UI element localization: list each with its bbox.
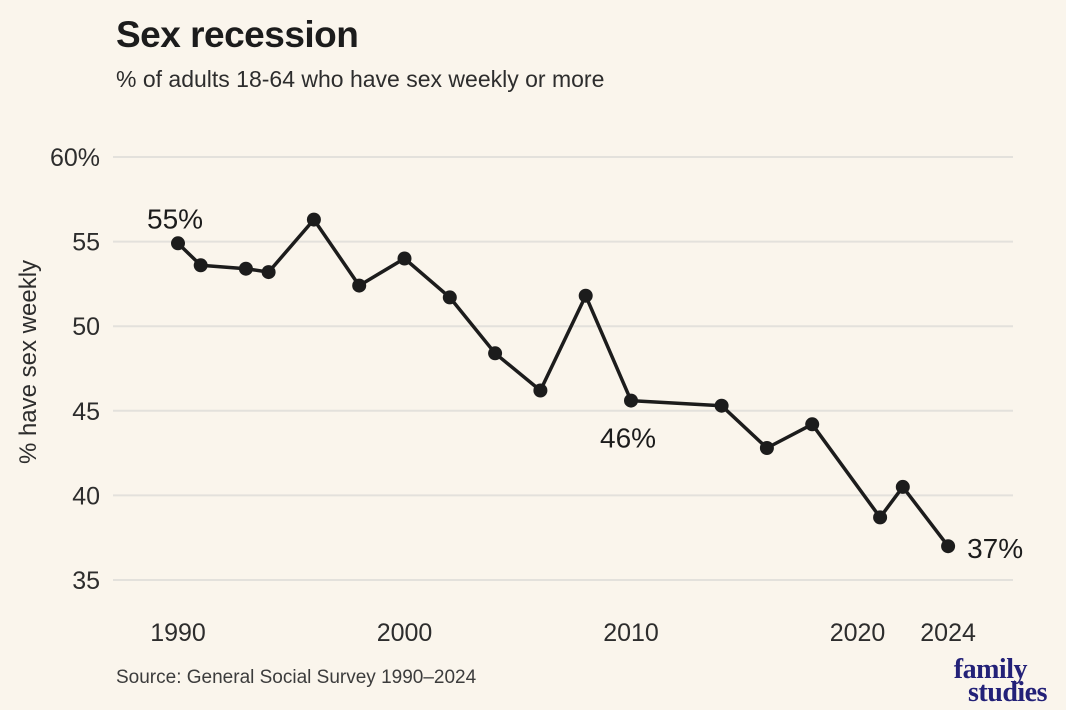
annotation-label: 37% xyxy=(967,533,1023,564)
y-tick-label: 35 xyxy=(72,567,100,595)
gridlines xyxy=(113,156,1013,581)
data-series xyxy=(171,212,956,554)
x-tick-label: 1990 xyxy=(150,619,206,647)
x-tick-label: 2000 xyxy=(377,619,433,647)
data-point xyxy=(759,441,774,455)
data-point xyxy=(624,393,638,408)
data-point xyxy=(261,265,276,280)
data-point xyxy=(306,212,321,227)
x-tick-label: 2020 xyxy=(830,619,886,647)
data-point xyxy=(714,398,729,413)
family-studies-logo: family studies xyxy=(953,654,1048,708)
axis-labels: 60% 55 50 45 40 35 1990 2000 2010 2020 2024 55% 46% 3… xyxy=(50,144,1023,647)
data-point xyxy=(442,290,457,305)
data-point xyxy=(533,383,548,398)
source-note: Source: General Social Survey 1990–2024 xyxy=(116,667,477,688)
y-tick-label: 50 xyxy=(72,313,100,341)
x-tick-label: 2010 xyxy=(603,619,659,647)
y-tick-label: 60% xyxy=(50,144,100,172)
data-point xyxy=(941,539,956,554)
logo-line-family: family xyxy=(953,654,1028,685)
data-point xyxy=(805,417,820,432)
data-point xyxy=(397,251,412,266)
chart-title: Sex recession xyxy=(116,14,359,55)
y-tick-label: 45 xyxy=(72,398,100,426)
data-point xyxy=(873,510,888,525)
data-point xyxy=(895,479,910,494)
data-point xyxy=(488,346,503,361)
chart-subtitle: % of adults 18-64 who have sex weekly or… xyxy=(116,66,605,92)
data-line xyxy=(176,217,950,548)
logo-line-studies: studies xyxy=(968,677,1047,708)
data-point xyxy=(578,288,593,303)
y-axis-label: % have sex weekly xyxy=(15,260,42,464)
annotation-label: 46% xyxy=(600,423,656,454)
x-tick-label: 2024 xyxy=(920,619,976,647)
y-tick-label: 40 xyxy=(72,482,100,510)
data-point xyxy=(193,258,208,273)
data-point xyxy=(238,261,253,276)
data-point xyxy=(171,236,185,251)
annotation-label: 55% xyxy=(147,203,203,234)
data-point xyxy=(352,278,367,293)
y-tick-label: 55 xyxy=(72,229,100,257)
